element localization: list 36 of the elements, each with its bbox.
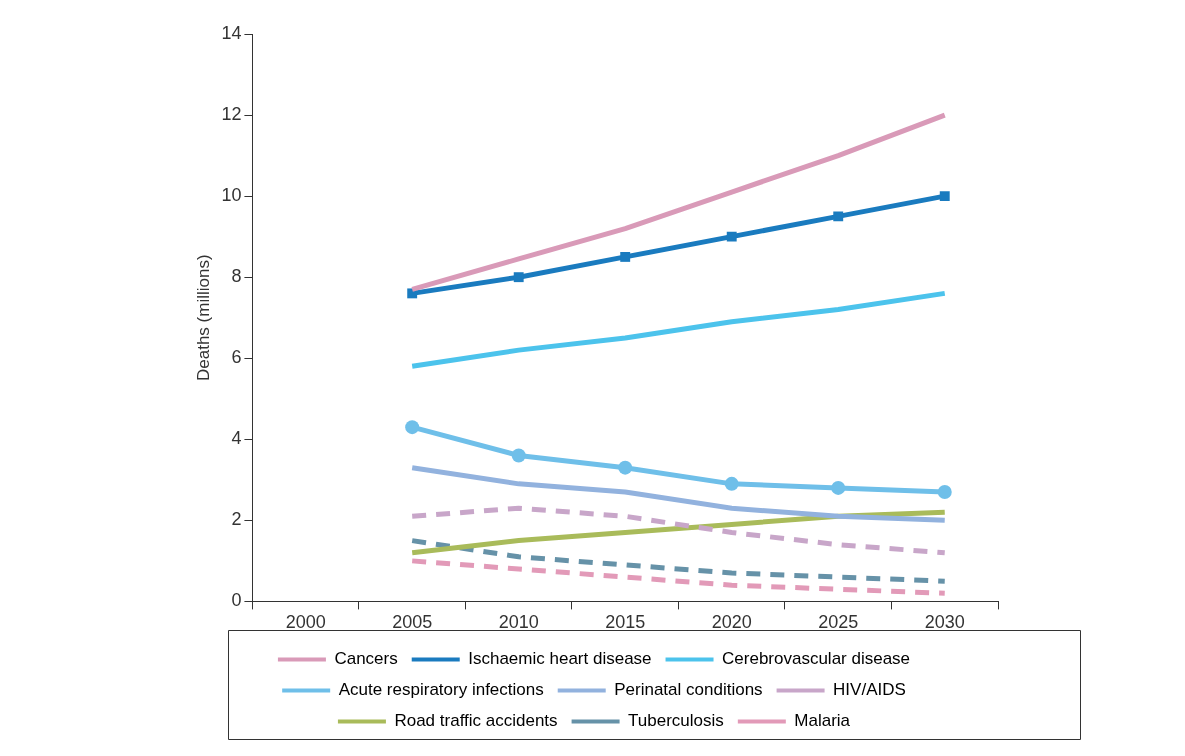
point: [833, 211, 844, 222]
legend-label: Malaria: [794, 711, 851, 731]
point: [618, 460, 633, 475]
point: [724, 476, 739, 491]
legend-label: Cerebrovascular disease: [722, 649, 911, 669]
legend-label: Road traffic accidents: [394, 711, 558, 731]
y-tick-label: 4: [231, 428, 242, 449]
x-tick-label: 2005: [392, 612, 433, 633]
y-tick-label: 0: [231, 590, 242, 611]
point: [620, 251, 631, 262]
y-axis-title: Deaths (millions): [193, 254, 213, 381]
y-tick-label: 12: [221, 104, 242, 125]
legend-label: Cancers: [334, 649, 398, 669]
y-tick-label: 14: [221, 22, 242, 43]
y-tick-label: 10: [221, 185, 242, 206]
x-tick-label: 2015: [605, 612, 646, 633]
point: [513, 272, 524, 283]
x-tick-label: 2020: [711, 612, 752, 633]
legend-label: Perinatal conditions: [614, 680, 763, 700]
point: [726, 231, 737, 242]
x-tick-label: 2010: [498, 612, 539, 633]
point: [939, 191, 950, 202]
x-tick-label: 2025: [818, 612, 859, 633]
x-tick-label: 2000: [285, 612, 326, 633]
y-tick-label: 6: [231, 347, 242, 368]
legend-label: Tuberculosis: [628, 711, 724, 731]
legend-label: Ischaemic heart disease: [468, 649, 652, 669]
legend-label: HIV/AIDS: [833, 680, 906, 700]
point: [831, 480, 846, 495]
legend-label: Acute respiratory infections: [338, 680, 544, 700]
point: [405, 420, 420, 435]
point: [511, 448, 526, 463]
point: [937, 484, 952, 499]
y-tick-label: 2: [231, 509, 242, 530]
y-tick-label: 8: [231, 266, 242, 287]
x-tick-label: 2030: [924, 612, 965, 633]
